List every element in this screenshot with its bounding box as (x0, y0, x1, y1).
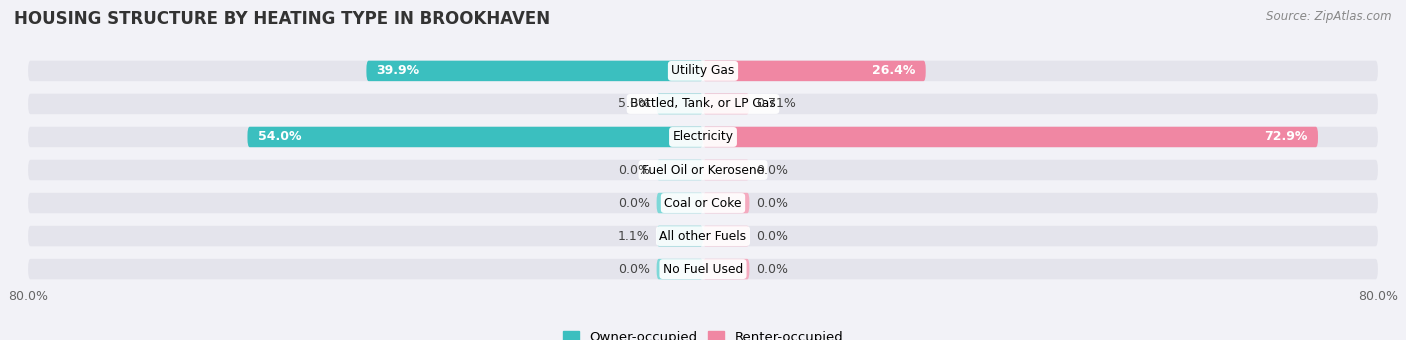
FancyBboxPatch shape (703, 127, 1317, 147)
Text: 39.9%: 39.9% (377, 64, 419, 78)
FancyBboxPatch shape (703, 61, 925, 81)
Text: 5.0%: 5.0% (617, 98, 650, 111)
FancyBboxPatch shape (28, 259, 1378, 279)
Text: No Fuel Used: No Fuel Used (662, 262, 744, 276)
FancyBboxPatch shape (657, 94, 703, 114)
FancyBboxPatch shape (703, 259, 749, 279)
FancyBboxPatch shape (703, 193, 749, 213)
Text: 0.0%: 0.0% (756, 197, 789, 209)
FancyBboxPatch shape (657, 160, 703, 180)
Text: Fuel Oil or Kerosene: Fuel Oil or Kerosene (643, 164, 763, 176)
FancyBboxPatch shape (703, 94, 749, 114)
Text: 0.0%: 0.0% (617, 197, 650, 209)
Legend: Owner-occupied, Renter-occupied: Owner-occupied, Renter-occupied (562, 331, 844, 340)
Text: 0.0%: 0.0% (756, 262, 789, 276)
FancyBboxPatch shape (28, 193, 1378, 213)
Text: 0.0%: 0.0% (756, 164, 789, 176)
Text: All other Fuels: All other Fuels (659, 230, 747, 242)
FancyBboxPatch shape (28, 94, 1378, 114)
FancyBboxPatch shape (657, 193, 703, 213)
Text: 72.9%: 72.9% (1264, 131, 1308, 143)
FancyBboxPatch shape (28, 160, 1378, 180)
FancyBboxPatch shape (247, 127, 703, 147)
Text: 0.0%: 0.0% (617, 262, 650, 276)
FancyBboxPatch shape (703, 160, 749, 180)
Text: 0.0%: 0.0% (756, 230, 789, 242)
FancyBboxPatch shape (657, 259, 703, 279)
Text: Electricity: Electricity (672, 131, 734, 143)
Text: Coal or Coke: Coal or Coke (664, 197, 742, 209)
Text: Utility Gas: Utility Gas (671, 64, 735, 78)
Text: HOUSING STRUCTURE BY HEATING TYPE IN BROOKHAVEN: HOUSING STRUCTURE BY HEATING TYPE IN BRO… (14, 10, 550, 28)
FancyBboxPatch shape (28, 127, 1378, 147)
Text: 26.4%: 26.4% (872, 64, 915, 78)
FancyBboxPatch shape (657, 226, 703, 246)
FancyBboxPatch shape (367, 61, 703, 81)
Text: 0.0%: 0.0% (617, 164, 650, 176)
FancyBboxPatch shape (703, 226, 749, 246)
FancyBboxPatch shape (28, 61, 1378, 81)
Text: 0.71%: 0.71% (756, 98, 796, 111)
Text: Bottled, Tank, or LP Gas: Bottled, Tank, or LP Gas (630, 98, 776, 111)
Text: Source: ZipAtlas.com: Source: ZipAtlas.com (1267, 10, 1392, 23)
FancyBboxPatch shape (28, 226, 1378, 246)
Text: 1.1%: 1.1% (619, 230, 650, 242)
Text: 54.0%: 54.0% (257, 131, 301, 143)
